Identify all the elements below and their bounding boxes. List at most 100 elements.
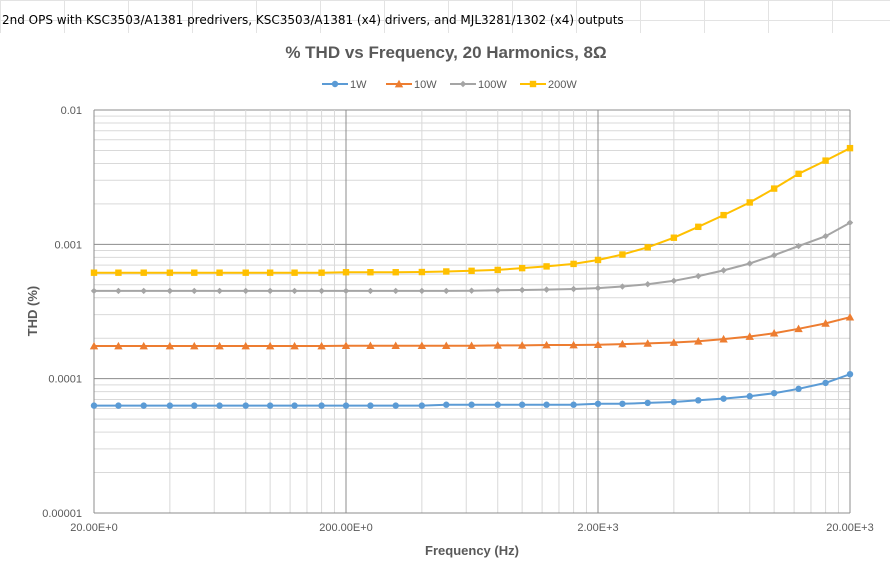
series-10w-point [391, 341, 400, 350]
series-1w-point [367, 402, 374, 409]
series-10w-point [794, 324, 803, 333]
series-100w-point [644, 280, 651, 288]
series-100w-point [392, 287, 399, 295]
legend: 1W 10W 100W 200W [322, 79, 577, 91]
series-10w-point [265, 341, 275, 350]
series-10w-point [341, 341, 351, 350]
series-200w-point [191, 269, 198, 276]
series-100w-point [570, 285, 577, 293]
series-1w-point [90, 402, 98, 409]
series-10w-point [669, 338, 679, 346]
series-1w-point [518, 401, 526, 408]
x-tick-label: 20.00E+0 [70, 522, 117, 534]
series-100w-point [494, 287, 501, 294]
axis-tick-labels: 0.00001 0.0001 0.001 0.01 20.00E+0 200.00E+0 2… [42, 105, 873, 534]
legend-label: 200W [548, 79, 577, 91]
x-tick-label: 20.00E+3 [826, 522, 873, 534]
series-100w-line [94, 221, 851, 292]
legend-swatch-marker [529, 80, 537, 88]
y-tick-label: 0.0001 [48, 374, 82, 386]
series-100w-point [266, 287, 274, 295]
series-100w-point [594, 284, 602, 292]
series-200w-group [90, 144, 854, 276]
legend-entry-1w: 1W [322, 79, 367, 91]
series-100w-point [90, 287, 98, 295]
series-100w-point [443, 287, 450, 295]
series-1w-point [570, 401, 577, 408]
series-200w-point [518, 264, 526, 272]
series-100w-point [770, 252, 778, 259]
series-10w-point [89, 341, 99, 350]
series-200w-point [494, 266, 501, 274]
series-1w-point [846, 370, 854, 378]
legend-entry-10w: 10W [386, 79, 437, 91]
legend-swatch-marker [331, 80, 339, 88]
series-1w-point [822, 379, 829, 387]
series-100w-point [191, 287, 198, 295]
y-tick-label: 0.00001 [42, 508, 82, 520]
series-10w-point [745, 332, 754, 340]
series-100w-point [115, 287, 122, 295]
series-100w-group [90, 219, 854, 295]
series-100w-point [822, 232, 829, 240]
series-1w-point [418, 402, 426, 409]
x-tick-label: 200.00E+0 [319, 522, 373, 534]
series-100w-point [216, 287, 223, 295]
series-200w-point [770, 185, 778, 192]
series-200w-point [594, 256, 602, 264]
series-100w-point [619, 283, 626, 290]
y-tick-label: 0.01 [61, 105, 82, 117]
series-200w-point [468, 267, 475, 275]
series-1w-point [720, 395, 727, 402]
series-1w-point [770, 389, 778, 397]
series-200w-point [644, 244, 651, 251]
series-200w-point [115, 269, 122, 276]
series-10w-point [694, 337, 703, 345]
legend-label: 1W [350, 79, 367, 91]
series-1w-point [392, 402, 399, 409]
legend-entry-200w: 200W [520, 79, 577, 91]
series-100w-point [291, 287, 298, 295]
series-100w-point [695, 272, 702, 280]
sheet-header-cell[interactable]: 2nd OPS with KSC3503/A1381 predrivers, K… [2, 13, 624, 27]
series-100w-point [318, 287, 325, 295]
legend-label: 100W [478, 79, 507, 91]
series-100w-point [468, 287, 475, 294]
series-200w-point [318, 269, 325, 276]
series-100w-point [746, 260, 753, 267]
series-200w-point [543, 263, 550, 270]
plot-gridlines [93, 109, 851, 514]
series-10w-point [517, 341, 527, 349]
series-10w-point [442, 341, 451, 350]
series-200w-point [570, 260, 577, 268]
series-200w-point [720, 211, 727, 219]
series-200w-point [266, 269, 274, 276]
series-100w-point [342, 287, 350, 295]
series-10w-point [139, 341, 148, 350]
series-200w-point [443, 268, 450, 275]
series-1w-point [291, 402, 298, 409]
series-200w-point [216, 269, 223, 276]
series-10w-point [366, 341, 375, 350]
series-1w-point [670, 398, 678, 406]
series-200w-line [94, 147, 851, 274]
series-100w-point [166, 287, 174, 295]
series-100w-point [720, 267, 727, 274]
series-200w-point [746, 199, 753, 206]
series-10w-point [618, 339, 627, 348]
series-1w-point [619, 400, 626, 407]
series-100w-point [418, 287, 426, 295]
series-10w-point [467, 341, 476, 350]
y-tick-label: 0.001 [54, 239, 82, 251]
series-1w-point [266, 402, 274, 409]
series-1w-point [494, 401, 501, 408]
series-200w-point [242, 269, 249, 276]
series-10w-point [643, 339, 652, 347]
series-200w-point [166, 269, 174, 276]
series-200w-point [619, 251, 626, 258]
series-10w-point [719, 334, 728, 343]
series-200w-point [846, 144, 854, 152]
series-1w-point [468, 401, 475, 408]
series-100w-point [795, 242, 802, 250]
